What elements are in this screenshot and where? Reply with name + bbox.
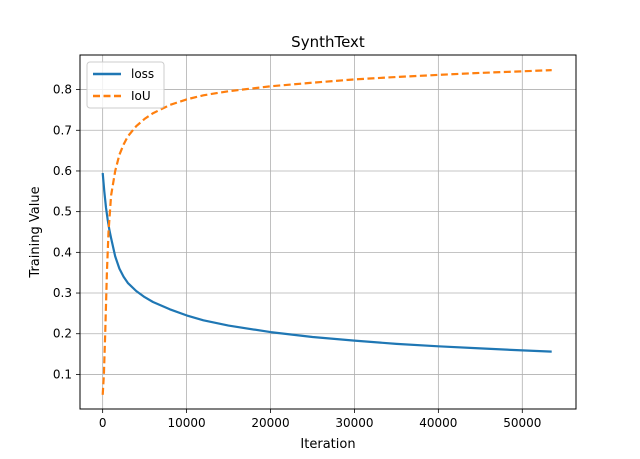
x-axis: 0 10000 20000 30000 40000 50000 <box>99 409 541 430</box>
y-tick-label: 0.5 <box>53 205 72 219</box>
legend-label-iou: IoU <box>131 89 151 103</box>
x-tick-label: 0 <box>99 416 107 430</box>
x-tick-label: 40000 <box>419 416 457 430</box>
legend-label-loss: loss <box>131 67 154 81</box>
y-tick-label: 0.4 <box>53 245 72 259</box>
x-tick-label: 30000 <box>335 416 373 430</box>
y-tick-label: 0.3 <box>53 286 72 300</box>
y-axis-label: Training Value <box>28 186 43 278</box>
y-tick-label: 0.8 <box>53 83 72 97</box>
grid <box>80 55 576 409</box>
y-tick-label: 0.6 <box>53 164 72 178</box>
y-tick-label: 0.1 <box>53 367 72 381</box>
chart-title: SynthText <box>291 33 365 51</box>
x-tick-label: 10000 <box>167 416 205 430</box>
x-tick-label: 20000 <box>251 416 289 430</box>
x-tick-label: 50000 <box>503 416 541 430</box>
x-axis-label: Iteration <box>300 437 355 452</box>
legend: loss IoU <box>86 61 165 109</box>
series-line-loss <box>101 172 552 353</box>
y-axis: 0.1 0.2 0.3 0.4 0.5 0.6 0.7 0.8 <box>53 83 80 381</box>
plot-frame <box>79 54 577 410</box>
series-layer <box>101 69 552 395</box>
series-line-iou <box>101 69 552 395</box>
y-tick-label: 0.2 <box>53 327 72 341</box>
y-tick-label: 0.7 <box>53 123 72 137</box>
